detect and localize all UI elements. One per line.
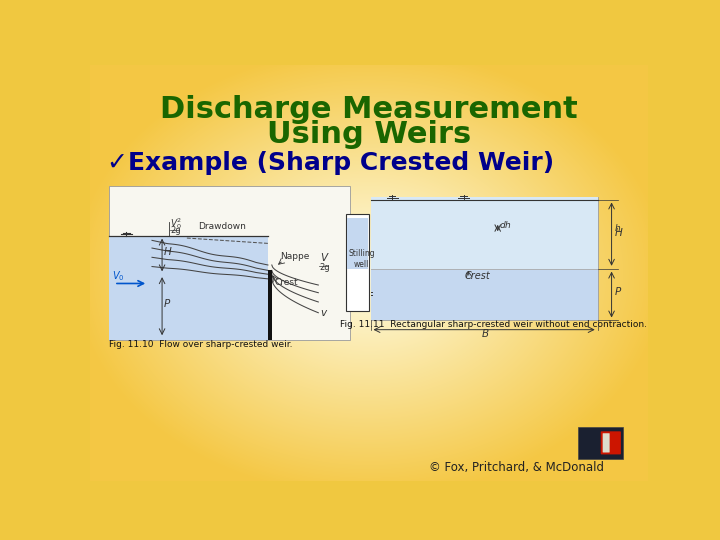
Text: Using Weirs: Using Weirs xyxy=(267,119,471,148)
Text: P: P xyxy=(615,287,621,296)
FancyBboxPatch shape xyxy=(600,431,621,455)
FancyBboxPatch shape xyxy=(603,433,610,453)
Bar xyxy=(109,186,350,340)
Text: 2g: 2g xyxy=(171,226,181,235)
Bar xyxy=(346,214,369,310)
Text: Nappe: Nappe xyxy=(280,252,310,261)
Text: 2g: 2g xyxy=(320,264,330,272)
Bar xyxy=(268,271,272,340)
Text: H: H xyxy=(615,228,622,239)
Text: Stilling
well: Stilling well xyxy=(348,249,374,268)
Text: ✓Example (Sharp Crested Weir): ✓Example (Sharp Crested Weir) xyxy=(107,151,554,174)
Bar xyxy=(578,427,624,459)
Text: $dh$: $dh$ xyxy=(499,219,512,230)
Text: H: H xyxy=(163,247,171,257)
Text: V: V xyxy=(320,253,327,263)
Text: Drawdown: Drawdown xyxy=(198,222,246,231)
Bar xyxy=(371,197,598,320)
Text: Fig. 11.10  Flow over sharp-crested weir.: Fig. 11.10 Flow over sharp-crested weir. xyxy=(109,340,293,349)
Bar xyxy=(109,236,268,340)
Text: Discharge Measurement: Discharge Measurement xyxy=(160,95,578,124)
Text: Crest: Crest xyxy=(274,278,298,287)
Text: v: v xyxy=(320,308,326,318)
Text: B: B xyxy=(482,329,489,339)
Bar xyxy=(371,197,598,269)
Text: Fig. 11.11  Rectangular sharp-crested weir without end contraction.: Fig. 11.11 Rectangular sharp-crested wei… xyxy=(340,320,647,329)
Text: P: P xyxy=(163,299,170,309)
Text: © Fox, Pritchard, & McDonald: © Fox, Pritchard, & McDonald xyxy=(428,461,604,474)
Bar xyxy=(346,218,368,269)
Bar xyxy=(371,269,598,320)
Text: $V_0^2$: $V_0^2$ xyxy=(170,216,182,231)
Text: h: h xyxy=(615,224,621,233)
Text: $V_0$: $V_0$ xyxy=(112,269,125,284)
Text: Crest: Crest xyxy=(464,272,490,281)
